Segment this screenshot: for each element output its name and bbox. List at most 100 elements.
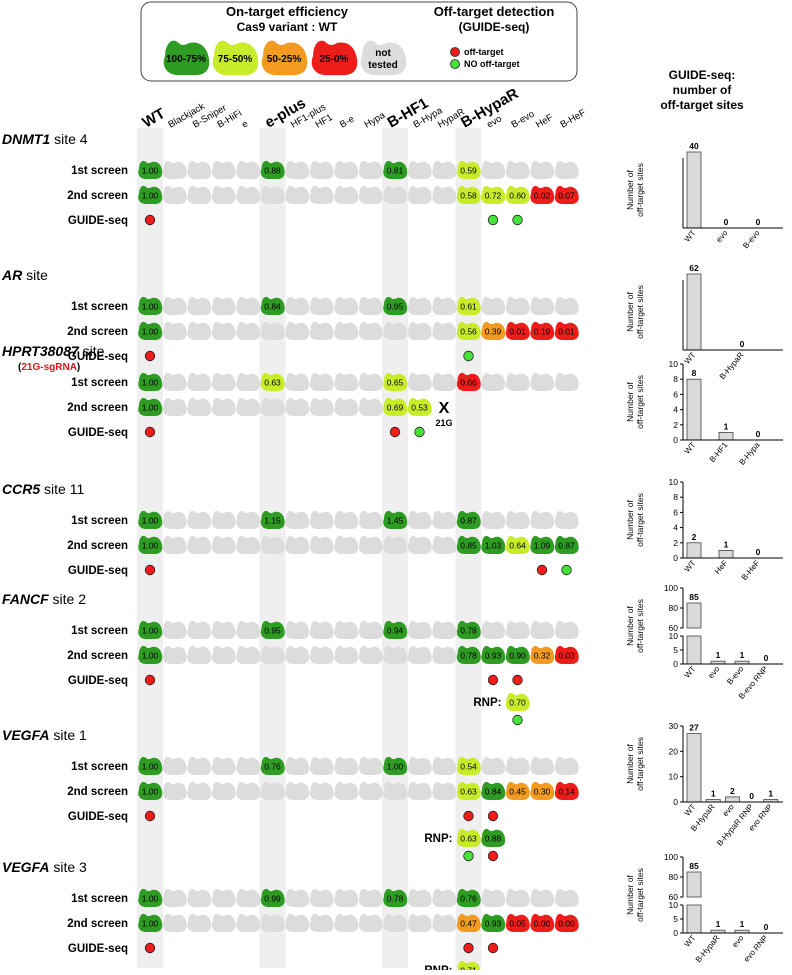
legend-off-target-label: off-target (464, 47, 504, 57)
efficiency-value: 1.03 (485, 541, 502, 551)
efficiency-blob (162, 781, 187, 800)
efficiency-blob (236, 372, 261, 391)
bar-value-label: 1 (740, 919, 745, 929)
efficiency-blob (481, 888, 506, 907)
efficiency-blob (530, 535, 555, 554)
efficiency-blob (530, 185, 555, 204)
efficiency-blob (505, 781, 530, 800)
efficiency-blob (236, 185, 261, 204)
efficiency-blob (187, 756, 212, 775)
second-screen-wt: 1.00 (138, 645, 163, 664)
efficiency-blob (505, 296, 530, 315)
bar-chart-tick-label: 0 (673, 928, 678, 938)
efficiency-blob (211, 185, 236, 204)
efficiency-blob (162, 888, 187, 907)
second-screen-b-hf1 (383, 535, 408, 554)
bar-chart-tick-label: 60 (669, 892, 679, 902)
first-screen-wt: 1.00 (138, 372, 163, 391)
bar-value-label: 85 (689, 592, 699, 602)
legend-bin-swatch (163, 40, 210, 76)
guide-seq-dot-wt (144, 350, 156, 362)
efficiency-blob (407, 372, 432, 391)
efficiency-blob (456, 321, 481, 340)
first-screen-evo (481, 888, 506, 907)
row-label-guide-seq: GUIDE-seq (68, 811, 128, 823)
guide-seq-dot-hef (536, 564, 548, 576)
efficiency-blob (309, 296, 334, 315)
site-title-rest: site 11 (40, 481, 84, 497)
row-label-1st-screen: 1st screen (71, 761, 128, 773)
row-label-1st-screen: 1st screen (71, 165, 128, 177)
site-panel-1: AR site 1st screen 2nd screen GUIDE-seq 1.00… (1, 267, 579, 363)
bar-category-label: WT (683, 933, 698, 948)
first-screen-hef (530, 510, 555, 529)
efficiency-value: 0.30 (534, 787, 551, 797)
efficiency-blob (260, 397, 285, 416)
second-screen-wt: 1.00 (138, 913, 163, 932)
efficiency-value: 0.63 (460, 787, 477, 797)
efficiency-blob (505, 372, 530, 391)
first-screen-hypar (432, 620, 457, 639)
second-screen-blackjack (162, 645, 187, 664)
bar-category-label: B-HypaR (694, 933, 722, 964)
efficiency-blob (285, 160, 310, 179)
bar-value-label: 1 (711, 788, 716, 798)
first-screen-b-hypar: 0.87 (456, 510, 481, 529)
first-screen-b-hifi (211, 620, 236, 639)
bar-chart-ylabel: Number of (625, 744, 635, 784)
efficiency-blob (211, 160, 236, 179)
second-screen-e-plus (260, 185, 285, 204)
efficiency-value: 0.01 (558, 327, 575, 337)
second-screen-b-hf1: 0.69 (383, 397, 408, 416)
site-title-gene: FANCF (2, 591, 49, 607)
efficiency-value: 1.15 (264, 516, 281, 526)
first-screen-b-evo (505, 296, 530, 315)
efficiency-blob (285, 888, 310, 907)
bar-value-label: 27 (689, 723, 699, 733)
first-screen-hef (530, 372, 555, 391)
efficiency-value: 0.95 (264, 626, 281, 636)
guide-seq-dot-wt (144, 564, 156, 576)
efficiency-blob (309, 620, 334, 639)
first-screen-b-e (334, 888, 359, 907)
second-screen-e (236, 185, 261, 204)
variant-header-hef: HeF (534, 112, 555, 131)
efficiency-blob (554, 781, 579, 800)
first-screen-b-hifi (211, 510, 236, 529)
efficiency-blob (260, 185, 285, 204)
efficiency-blob (309, 160, 334, 179)
guide-seq-dot-b-hypar (463, 942, 474, 954)
rnp-dot-evo (487, 850, 499, 862)
first-screen-b-hypa (407, 510, 432, 529)
row-label-2nd-screen: 2nd screen (67, 540, 128, 552)
second-screen-evo: 0.39 (481, 321, 506, 340)
efficiency-blob (481, 781, 506, 800)
site-title-rest: site 2 (49, 591, 87, 607)
efficiency-blob (334, 296, 359, 315)
efficiency-blob (285, 372, 310, 391)
first-screen-e (236, 888, 261, 907)
row-label-guide-seq: GUIDE-seq (68, 351, 128, 363)
efficiency-blob (211, 888, 236, 907)
efficiency-value: 1.00 (142, 327, 159, 337)
bar-wt-upper (686, 602, 702, 629)
efficiency-blob (505, 888, 530, 907)
efficiency-blob (358, 620, 383, 639)
site-panel-3: CCR5 site 11 1st screen 2nd screen GUIDE-se… (2, 481, 579, 577)
first-screen-evo (481, 372, 506, 391)
second-screen-e (236, 913, 261, 932)
efficiency-blob (407, 296, 432, 315)
efficiency-blob (383, 296, 408, 315)
efficiency-blob (260, 372, 285, 391)
efficiency-blob (407, 888, 432, 907)
second-screen-b-sniper (187, 397, 212, 416)
efficiency-value: 1.00 (142, 378, 159, 388)
efficiency-blob (432, 321, 457, 340)
efficiency-blob (138, 756, 163, 775)
bar-wt (686, 151, 702, 229)
efficiency-blob (334, 756, 359, 775)
efficiency-blob (432, 913, 457, 932)
first-screen-b-evo (505, 372, 530, 391)
bar-wt-lower (686, 904, 702, 934)
